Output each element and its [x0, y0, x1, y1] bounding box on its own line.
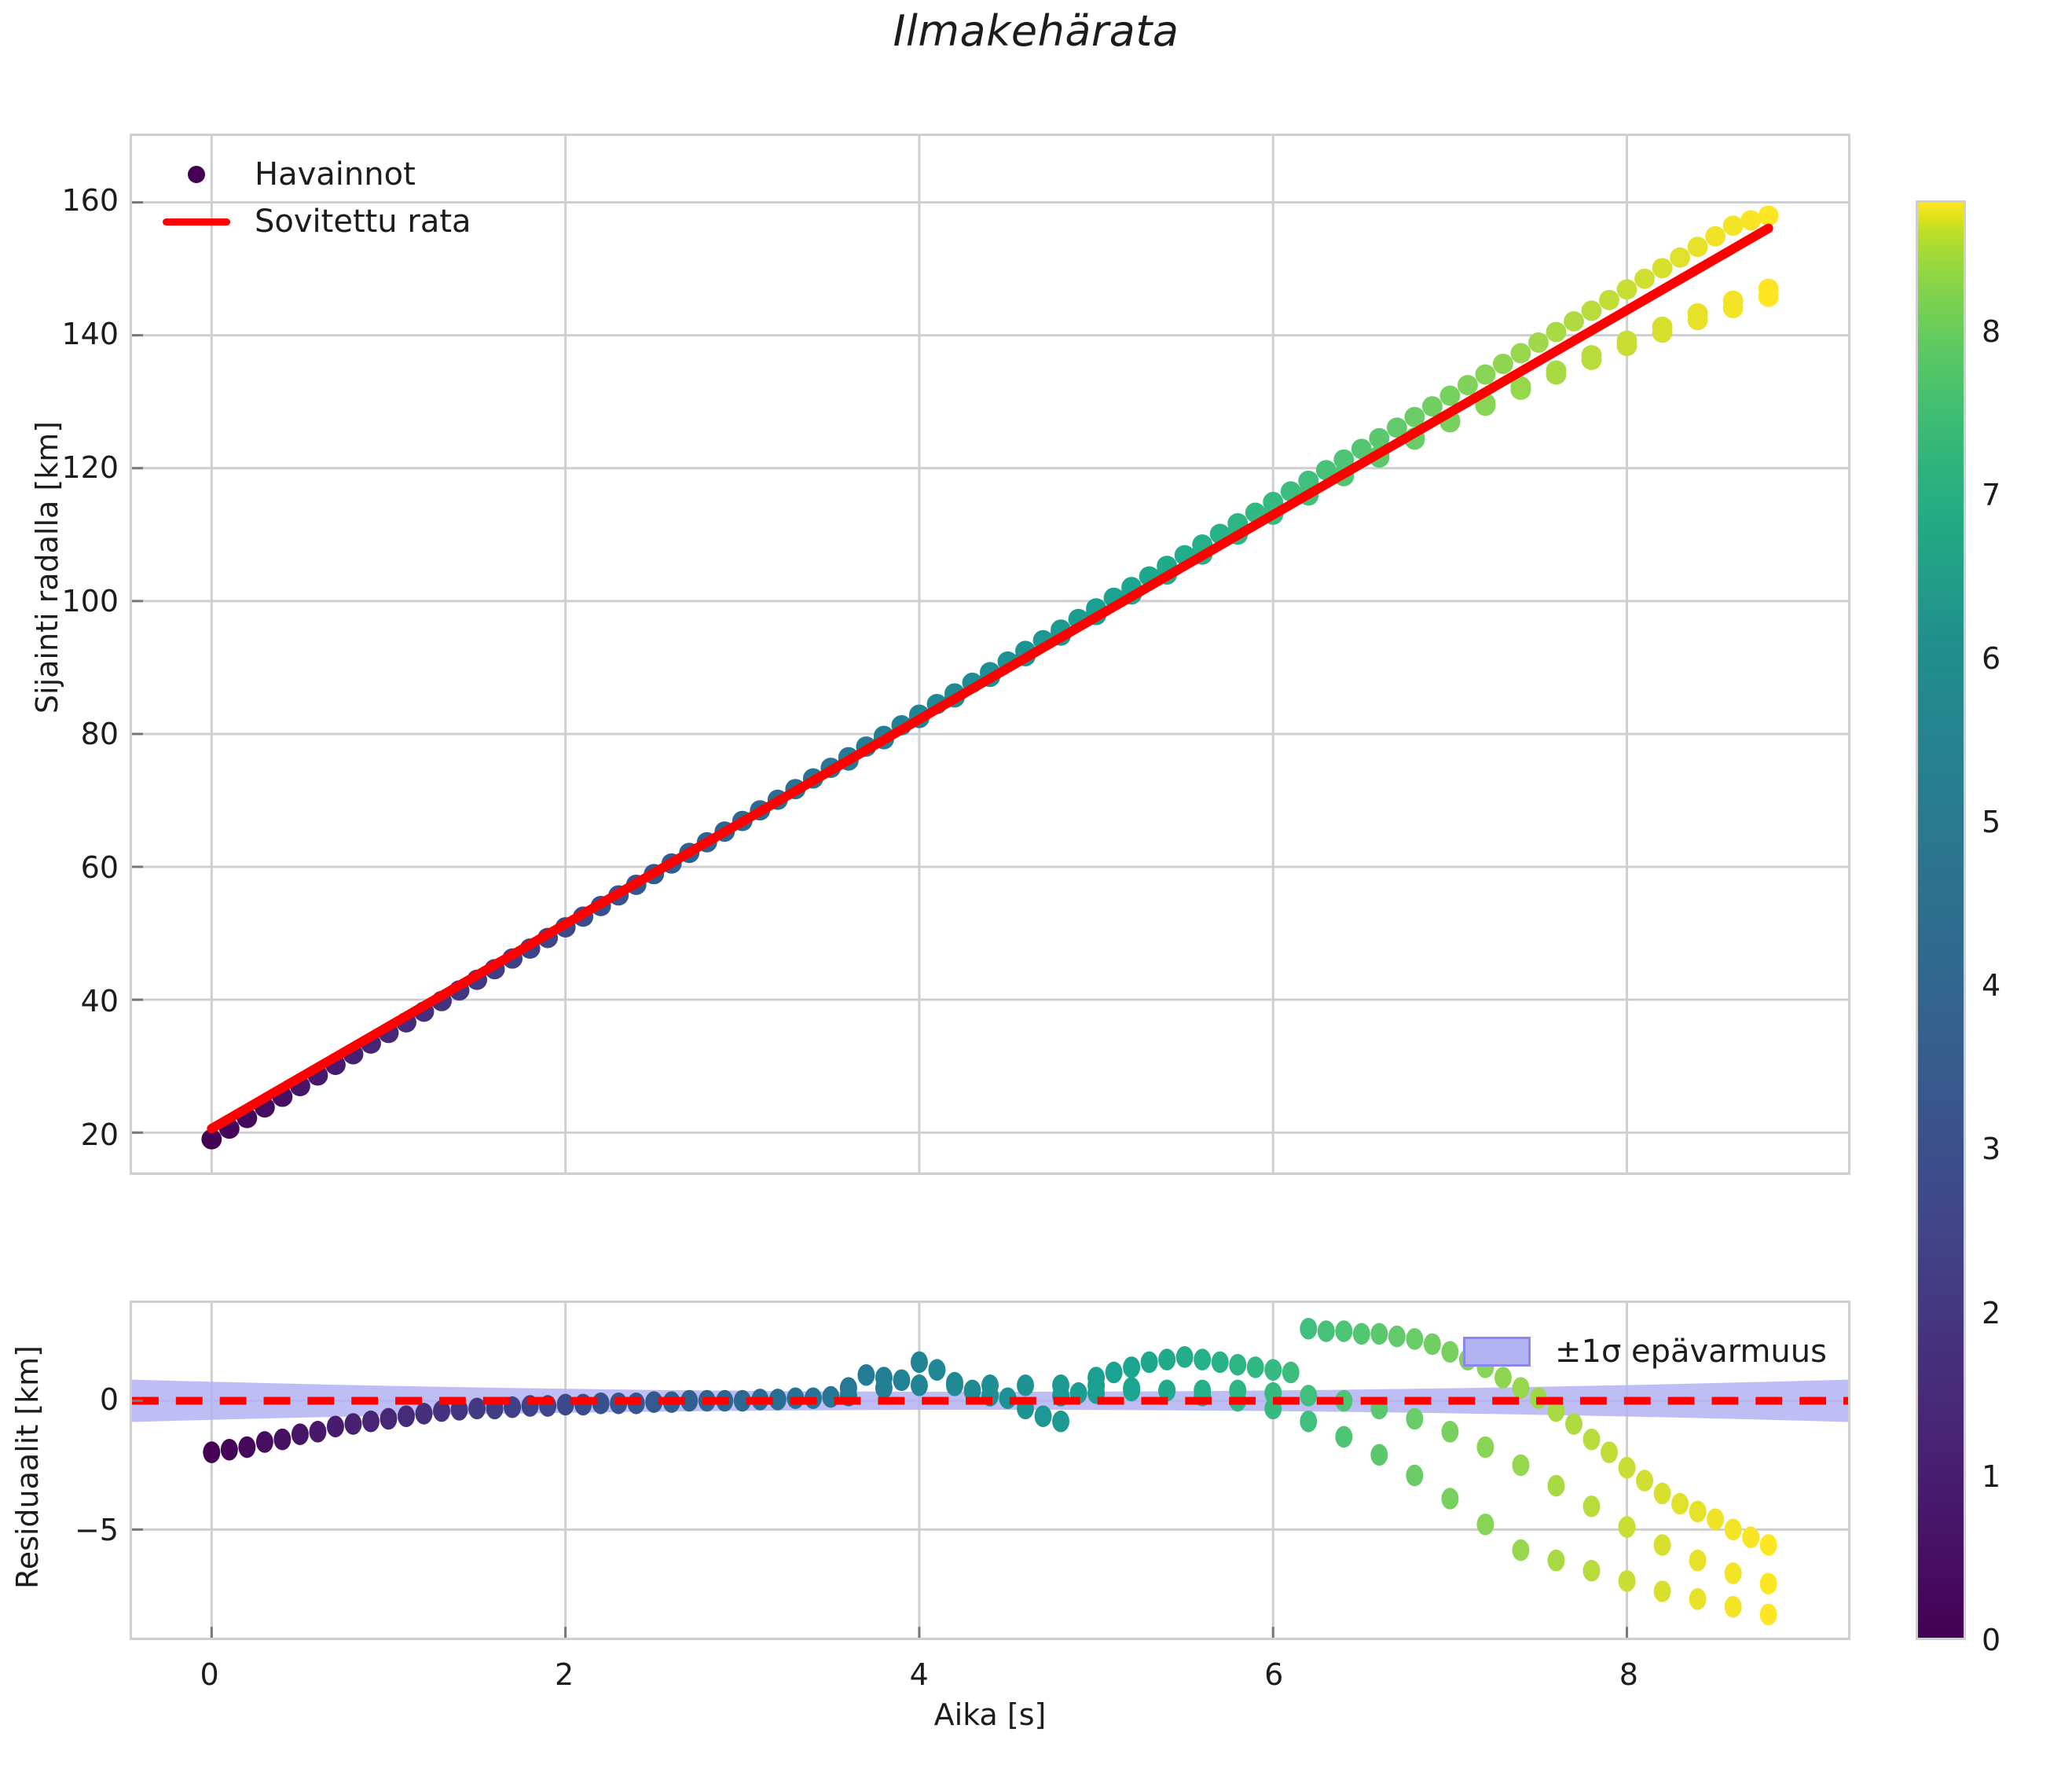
residual-y-tick-0: 0 [0, 1382, 119, 1417]
colorbar-tick-1: 1 [1982, 1459, 2000, 1494]
colorbar-tick-5: 5 [1982, 805, 2000, 839]
main-y-tick-20: 20 [0, 1117, 119, 1152]
x-axis-label: Aika [s] [130, 1697, 1850, 1732]
legend-label-sigma-band: ±1σ epävarmuus [1544, 1334, 1827, 1370]
legend-item-havainnot[interactable]: Havainnot [149, 151, 479, 198]
figure-title: Ilmakehärata [0, 6, 2072, 56]
x-tick-4: 4 [856, 1657, 982, 1692]
colorbar-tick-0: 0 [1982, 1623, 2000, 1657]
main-plot-svg [132, 136, 1848, 1172]
colorbar-tick-4: 4 [1982, 968, 2000, 1003]
main-scatter-axes [130, 134, 1850, 1175]
main-y-tick-120: 120 [0, 450, 119, 485]
colorbar-tick-7: 7 [1982, 478, 2000, 512]
residual-legend: ±1σ epävarmuus [1450, 1320, 1953, 1383]
legend-marker-dot-icon [149, 166, 244, 183]
colorbar-tick-3: 3 [1982, 1132, 2000, 1166]
legend-label-havainnot: Havainnot [244, 156, 416, 193]
legend-line-icon [149, 218, 244, 226]
legend-patch-icon [1450, 1337, 1544, 1367]
colorbar-gradient[interactable] [1916, 200, 1966, 1640]
colorbar-tick-6: 6 [1982, 641, 2000, 676]
colorbar-tick-2: 2 [1982, 1296, 2000, 1330]
legend-item-sigma-band[interactable]: ±1σ epävarmuus [1450, 1320, 1953, 1383]
main-y-tick-160: 160 [0, 183, 119, 218]
legend-label-sovitettu-rata: Sovitettu rata [244, 204, 471, 240]
residual-y-tick-1: −5 [0, 1513, 119, 1547]
main-y-tick-80: 80 [0, 717, 119, 751]
colorbar-wrapper: 876543210 Aika [s] [1916, 200, 1966, 1640]
x-tick-2: 2 [501, 1657, 627, 1692]
x-tick-8: 8 [1566, 1657, 1692, 1692]
x-tick-0: 0 [147, 1657, 273, 1692]
legend-item-sovitettu-rata[interactable]: Sovitettu rata [149, 198, 479, 245]
colorbar-tick-8: 8 [1982, 314, 2000, 349]
main-y-tick-40: 40 [0, 984, 119, 1018]
residual-y-axis-label: Residuaalit [km] [10, 1279, 45, 1656]
main-y-tick-100: 100 [0, 584, 119, 618]
main-y-tick-60: 60 [0, 850, 119, 885]
x-tick-6: 6 [1211, 1657, 1337, 1692]
main-y-tick-140: 140 [0, 317, 119, 351]
figure-canvas: Ilmakehärata Sijainti radalla [km] 16014… [0, 0, 2072, 1765]
main-legend: Havainnot Sovitettu rata [149, 151, 479, 245]
